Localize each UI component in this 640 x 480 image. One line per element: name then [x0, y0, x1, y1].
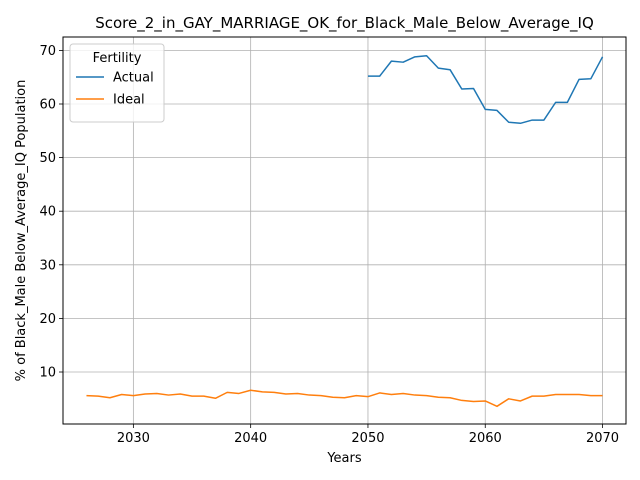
series-line-ideal — [86, 389, 603, 408]
y-tick-label: 20 — [39, 312, 56, 327]
series-layer — [86, 55, 604, 408]
chart-title: Score_2_in_GAY_MARRIAGE_OK_for_Black_Mal… — [95, 14, 594, 33]
y-axis-label: % of Black_Male Below_Average_IQ Populat… — [14, 80, 29, 382]
x-tick-label: 2050 — [351, 431, 384, 446]
legend-label-ideal: Ideal — [113, 93, 145, 108]
legend-box — [69, 43, 165, 123]
series-line-actual — [367, 55, 604, 125]
x-axis: 2030 2040 2050 2060 2070 — [117, 424, 619, 446]
y-tick-label: 30 — [39, 258, 56, 273]
y-tick-label: 40 — [39, 205, 56, 220]
x-tick-label: 2030 — [117, 431, 150, 446]
legend-label-actual: Actual — [113, 71, 154, 86]
y-tick-label: 50 — [39, 151, 56, 166]
y-tick-label: 60 — [39, 98, 56, 113]
legend: Fertility Actual Ideal — [69, 43, 165, 123]
legend-title: Fertility — [93, 51, 142, 66]
y-tick-label: 70 — [39, 44, 56, 59]
x-axis-label: Years — [326, 451, 362, 466]
x-tick-label: 2070 — [586, 431, 619, 446]
y-axis: 10 20 30 40 50 60 70 — [39, 44, 63, 381]
y-tick-label: 10 — [39, 366, 56, 381]
x-tick-label: 2040 — [234, 431, 267, 446]
plot-frame — [62, 36, 627, 425]
grid — [63, 37, 626, 424]
x-tick-label: 2060 — [469, 431, 502, 446]
